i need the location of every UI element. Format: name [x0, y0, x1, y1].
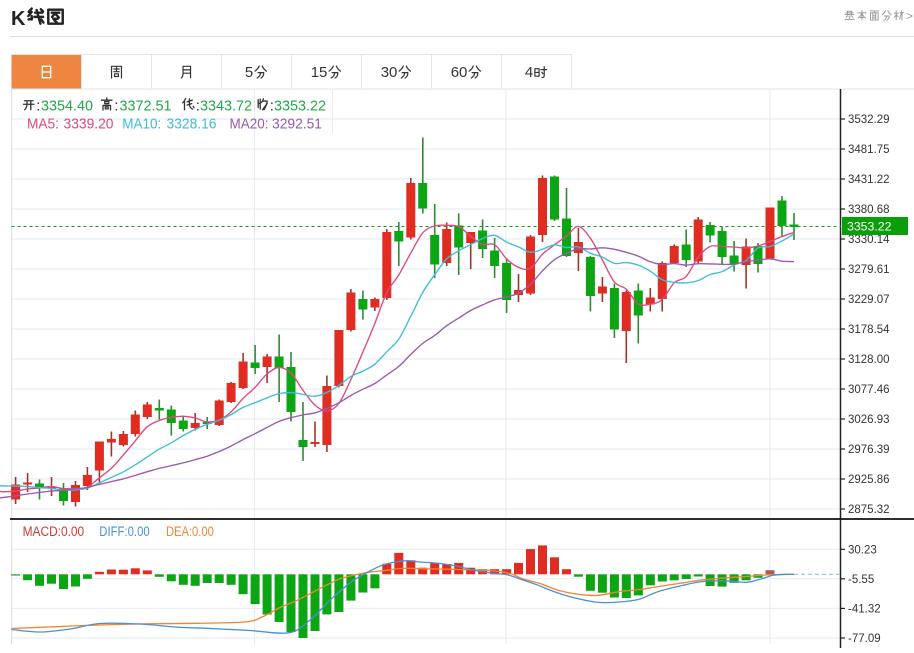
- svg-text:3431.22: 3431.22: [848, 174, 890, 186]
- svg-text:-5.55: -5.55: [848, 574, 874, 586]
- svg-text:3339.20: 3339.20: [64, 116, 114, 133]
- svg-text:DIFF:0.00: DIFF:0.00: [99, 524, 149, 539]
- svg-text:2875.32: 2875.32: [848, 504, 890, 516]
- svg-text:15: 15: [311, 64, 328, 81]
- svg-text:3380.68: 3380.68: [848, 204, 890, 216]
- svg-text:>: >: [906, 9, 913, 23]
- svg-text:30.23: 30.23: [848, 544, 877, 556]
- svg-text:MA20:: MA20:: [230, 116, 269, 133]
- svg-text:3328.16: 3328.16: [167, 116, 217, 133]
- svg-text:K: K: [11, 8, 26, 30]
- svg-text::: :: [196, 98, 200, 115]
- svg-text:4: 4: [525, 64, 533, 81]
- svg-text:2925.86: 2925.86: [848, 474, 890, 486]
- svg-text:-77.09: -77.09: [848, 633, 881, 645]
- svg-text::: :: [270, 98, 274, 115]
- svg-text:MACD:0.00: MACD:0.00: [23, 524, 85, 539]
- svg-text:-41.32: -41.32: [848, 603, 881, 615]
- svg-text:3279.61: 3279.61: [848, 264, 890, 276]
- svg-text:3077.46: 3077.46: [848, 384, 890, 396]
- svg-text:60: 60: [451, 64, 468, 81]
- svg-text:3330.14: 3330.14: [848, 234, 890, 246]
- svg-text:3292.51: 3292.51: [272, 116, 322, 133]
- svg-text:3026.93: 3026.93: [848, 414, 890, 426]
- svg-text:3343.72: 3343.72: [200, 98, 252, 115]
- svg-text:MA5:: MA5:: [27, 116, 59, 133]
- svg-text:3353.22: 3353.22: [847, 220, 892, 234]
- svg-text:3372.51: 3372.51: [120, 98, 172, 115]
- svg-text:3354.40: 3354.40: [41, 98, 93, 115]
- svg-text:MA10:: MA10:: [122, 116, 161, 133]
- svg-text:DEA:0.00: DEA:0.00: [166, 524, 214, 539]
- svg-text:3481.75: 3481.75: [848, 144, 890, 156]
- svg-text:3532.29: 3532.29: [848, 114, 890, 126]
- svg-text:2976.39: 2976.39: [848, 444, 890, 456]
- svg-text:3128.00: 3128.00: [848, 354, 890, 366]
- svg-text::: :: [114, 98, 118, 115]
- svg-text:3353.22: 3353.22: [274, 98, 326, 115]
- svg-text:3229.07: 3229.07: [848, 294, 890, 306]
- svg-text:30: 30: [381, 64, 398, 81]
- svg-text:3178.54: 3178.54: [848, 324, 890, 336]
- svg-text::: :: [36, 98, 40, 115]
- svg-text:5: 5: [245, 64, 253, 81]
